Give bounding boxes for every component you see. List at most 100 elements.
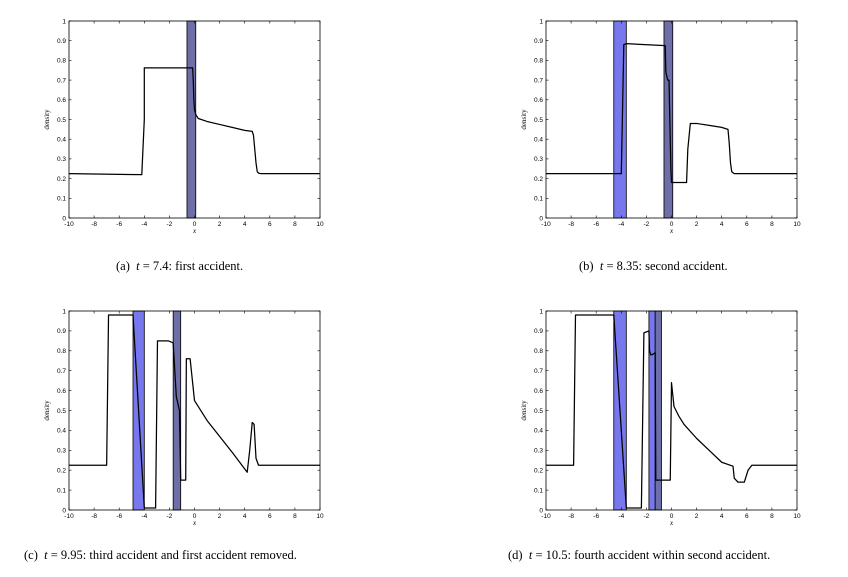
x-tick-label: -2 (644, 513, 650, 520)
y-tick-label: 0.2 (534, 176, 543, 183)
density-line (546, 43, 797, 184)
caption-b: (b) t = 8.35: second accident. (579, 259, 728, 273)
plot-frame (545, 20, 798, 219)
y-tick-label: 0.6 (57, 388, 66, 395)
y-axis-label: density (520, 109, 528, 130)
x-tick-label: 6 (745, 221, 749, 228)
plot-frame (68, 20, 321, 219)
y-tick-label: 0.4 (534, 137, 543, 144)
x-tick-label: -4 (141, 513, 147, 520)
y-tick-label: 0.1 (534, 487, 543, 494)
x-tick-label: -2 (644, 221, 650, 228)
x-tick-label: -8 (91, 513, 97, 520)
y-tick-label: 0.8 (57, 58, 66, 65)
y-tick-label: 0.7 (534, 368, 543, 375)
y-tick-label: 0.3 (534, 448, 543, 455)
x-tick-label: 6 (268, 513, 272, 520)
x-tick-label: 10 (793, 221, 801, 228)
accident-band (648, 310, 656, 511)
y-tick-label: 0 (62, 215, 66, 222)
y-tick-label: 0.1 (534, 196, 543, 203)
x-tick-label: 0 (670, 513, 674, 520)
y-tick-label: 0.3 (57, 448, 66, 455)
x-tick-label: -10 (541, 513, 551, 520)
x-axis-label: x (192, 519, 197, 527)
density-line (546, 314, 797, 509)
x-tick-label: 4 (243, 513, 247, 520)
x-tick-label: 6 (268, 221, 272, 228)
x-tick-label: -6 (116, 221, 122, 228)
x-tick-label: 0 (193, 513, 197, 520)
y-axis-label: density (520, 400, 528, 421)
y-tick-label: 0.8 (534, 58, 543, 65)
y-tick-label: 0.4 (57, 428, 66, 435)
x-tick-label: -2 (167, 513, 173, 520)
x-tick-label: 0 (193, 221, 197, 228)
x-tick-label: 4 (243, 221, 247, 228)
x-tick-label: -2 (167, 221, 173, 228)
x-tick-label: -4 (141, 221, 147, 228)
x-axis-label: x (192, 227, 197, 235)
x-axis-label: x (669, 519, 674, 527)
y-tick-label: 0.2 (57, 468, 66, 475)
x-tick-label: -6 (593, 221, 599, 228)
y-tick-label: 0 (62, 507, 66, 514)
x-tick-label: 8 (770, 221, 774, 228)
plot-frame (545, 310, 798, 511)
y-tick-label: 0.8 (534, 348, 543, 355)
x-tick-label: -8 (91, 221, 97, 228)
y-tick-label: 0.3 (57, 156, 66, 163)
y-axis-label: density (43, 400, 51, 421)
x-tick-label: 2 (218, 221, 222, 228)
x-tick-label: -4 (618, 221, 624, 228)
x-tick-label: 2 (218, 513, 222, 520)
x-tick-label: 8 (293, 513, 297, 520)
x-tick-label: -10 (64, 221, 74, 228)
y-tick-label: 0.4 (57, 137, 66, 144)
y-tick-label: 0.2 (534, 468, 543, 475)
x-tick-label: -4 (618, 513, 624, 520)
y-tick-label: 0.7 (534, 77, 543, 84)
y-tick-label: 0.5 (57, 117, 66, 124)
y-tick-label: 0.1 (57, 487, 66, 494)
x-tick-label: -6 (116, 513, 122, 520)
caption-c: (c) t = 9.95: third accident and first a… (24, 548, 297, 562)
x-tick-label: 6 (745, 513, 749, 520)
y-tick-label: 1 (62, 308, 66, 315)
y-tick-label: 0.5 (57, 408, 66, 415)
x-tick-label: -10 (64, 513, 74, 520)
y-tick-label: 0.8 (57, 348, 66, 355)
y-tick-label: 0.9 (57, 328, 66, 335)
y-tick-label: 0.6 (534, 388, 543, 395)
x-tick-label: 4 (720, 513, 724, 520)
y-tick-label: 0.7 (57, 368, 66, 375)
y-tick-label: 0.9 (534, 38, 543, 45)
y-tick-label: 0.5 (534, 117, 543, 124)
y-tick-label: 0.7 (57, 77, 66, 84)
caption-a: (a) t = 7.4: first accident. (116, 259, 244, 273)
y-tick-label: 1 (539, 308, 543, 315)
y-tick-label: 0 (539, 215, 543, 222)
y-tick-label: 1 (539, 18, 543, 25)
y-tick-label: 1 (62, 18, 66, 25)
y-tick-label: 0.9 (534, 328, 543, 335)
plot-frame (68, 310, 321, 511)
y-tick-label: 0.6 (57, 97, 66, 104)
x-tick-label: -8 (568, 221, 574, 228)
x-tick-label: 8 (770, 513, 774, 520)
x-tick-label: 10 (793, 513, 801, 520)
x-tick-label: 2 (695, 513, 699, 520)
density-line (69, 314, 320, 509)
x-tick-label: 8 (293, 221, 297, 228)
y-tick-label: 0.6 (534, 97, 543, 104)
x-tick-label: -8 (568, 513, 574, 520)
x-tick-label: 10 (316, 221, 324, 228)
y-tick-label: 0 (539, 507, 543, 514)
y-tick-label: 0.5 (534, 408, 543, 415)
x-tick-label: 4 (720, 221, 724, 228)
y-tick-label: 0.3 (534, 156, 543, 163)
